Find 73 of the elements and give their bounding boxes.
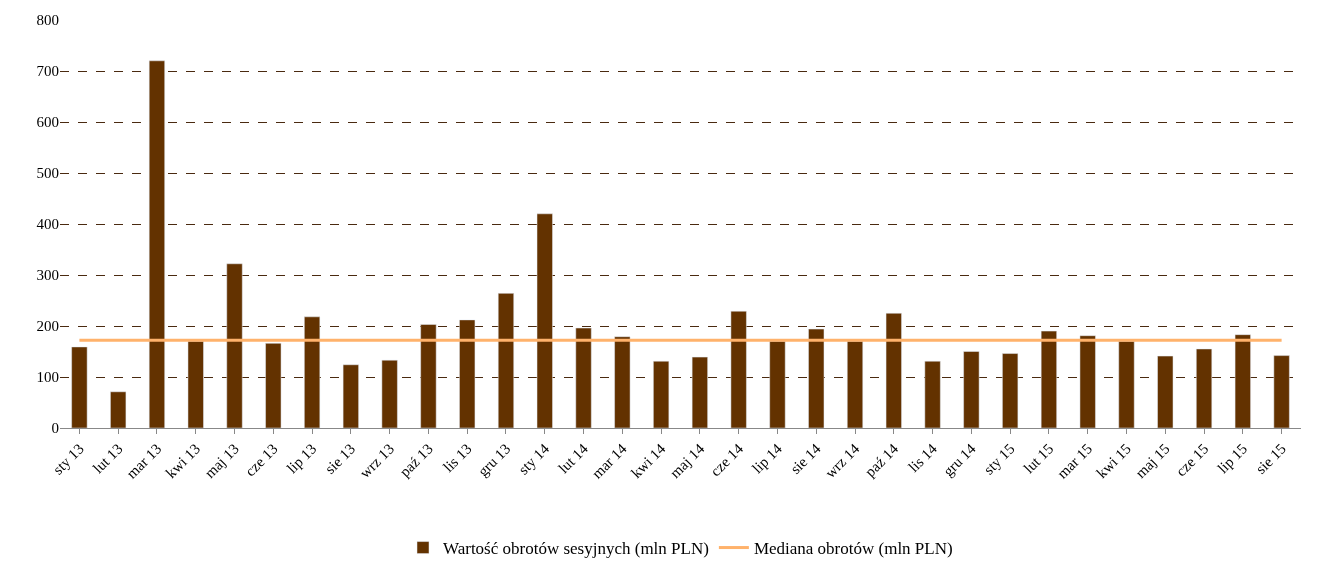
y-tick-label: 500 — [36, 165, 59, 182]
x-tick-label: wrz 13 — [356, 440, 398, 482]
bar — [265, 343, 282, 428]
x-tick-label: cze 13 — [242, 440, 281, 480]
bar — [653, 360, 670, 428]
x-tick-label: sty 15 — [980, 440, 1018, 478]
bar — [730, 310, 747, 428]
x-tick-label: gru 14 — [940, 440, 980, 480]
bar — [885, 313, 902, 428]
x-tick-label: lis 13 — [440, 440, 475, 476]
bar — [1234, 334, 1251, 428]
bar — [1273, 355, 1290, 428]
x-tick-label: gru 13 — [474, 440, 514, 480]
x-tick-label: maj 14 — [666, 440, 708, 482]
bar — [226, 263, 243, 428]
x-tick-label: lis 14 — [905, 440, 941, 476]
y-tick-label: 800 — [36, 12, 59, 29]
x-tick-label: sty 14 — [515, 440, 553, 478]
bar — [691, 356, 708, 428]
x-tick-label: kwi 14 — [628, 440, 669, 482]
bar — [1118, 341, 1135, 428]
y-tick-label: 700 — [36, 63, 59, 80]
y-tick-label: 100 — [36, 369, 59, 386]
x-tick-label: paź 13 — [396, 440, 436, 480]
x-tick-label: paź 14 — [861, 440, 902, 480]
x-tick-label: sie 13 — [321, 440, 359, 477]
x-tick-label: maj 13 — [201, 440, 242, 482]
x-tick-label: lip 15 — [1214, 440, 1251, 477]
x-tick-label: cze 15 — [1172, 440, 1212, 480]
bar — [769, 341, 786, 428]
bar — [1040, 330, 1057, 428]
legend-label: Wartość obrotów sesyjnych (mln PLN) — [443, 539, 709, 559]
x-tick-label: lut 15 — [1020, 440, 1057, 477]
bar — [1079, 335, 1096, 428]
x-tick-label: lip 13 — [283, 440, 320, 477]
bar — [342, 364, 359, 428]
x-tick-label: kwi 13 — [162, 440, 204, 482]
bar — [536, 213, 553, 428]
bar — [963, 351, 980, 428]
legend-label: Mediana obrotów (mln PLN) — [753, 539, 953, 559]
x-tick-label: sie 15 — [1252, 440, 1290, 477]
y-tick-label: 400 — [36, 216, 59, 233]
y-tick-label: 600 — [36, 114, 59, 131]
bar — [497, 293, 514, 428]
y-tick-label: 200 — [36, 318, 59, 335]
bar — [71, 346, 88, 428]
bar — [847, 341, 864, 428]
bar — [381, 359, 398, 428]
x-tick-label: mar 15 — [1054, 440, 1096, 482]
x-tick-label: lut 13 — [89, 440, 126, 477]
y-tick-label: 0 — [51, 420, 59, 437]
bar — [808, 328, 825, 428]
x-tick-label: maj 15 — [1132, 440, 1173, 482]
bar — [187, 341, 204, 428]
bar — [1002, 353, 1019, 428]
bar — [1157, 355, 1174, 428]
y-tick-label: 300 — [36, 267, 59, 284]
bar — [304, 316, 321, 428]
x-tick-label: mar 13 — [123, 440, 165, 482]
bar — [924, 360, 941, 428]
x-tick-label: sty 13 — [49, 440, 87, 478]
bar — [420, 324, 437, 428]
bar — [459, 319, 476, 428]
x-tick-label: cze 14 — [707, 440, 747, 480]
bar — [575, 327, 592, 428]
x-tick-label: lip 14 — [749, 440, 786, 477]
bar — [614, 336, 631, 428]
x-tick-label: sie 14 — [787, 440, 824, 477]
x-tick-label: kwi 15 — [1093, 440, 1134, 482]
x-tick-label: wrz 14 — [821, 440, 863, 482]
bar — [1196, 348, 1213, 428]
bar — [110, 391, 127, 428]
bar — [148, 60, 165, 428]
